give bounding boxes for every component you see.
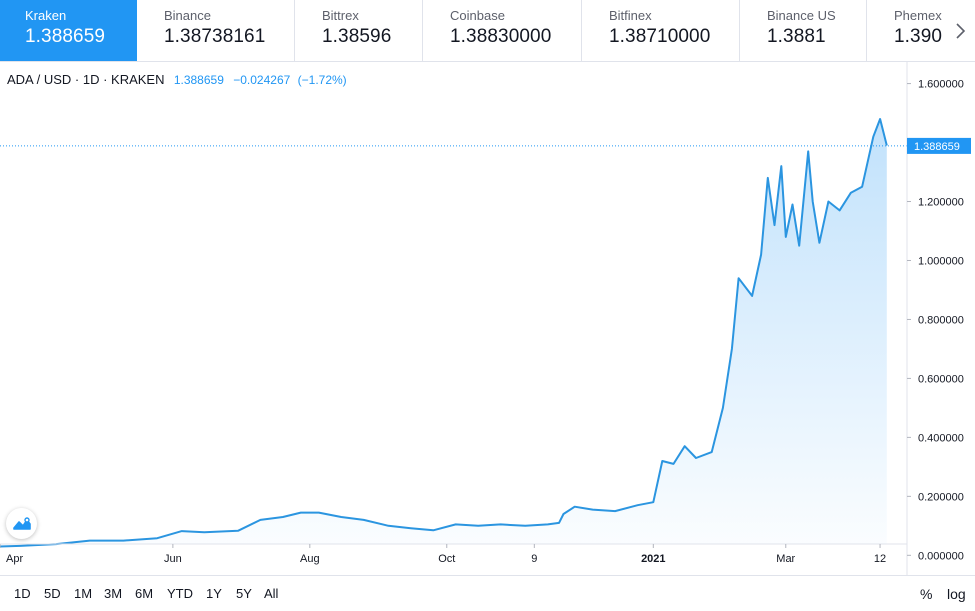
y-tick-label: 0.600000 [918, 373, 964, 385]
x-tick-label: Apr [6, 553, 23, 565]
exchange-price: 1.390 [894, 26, 943, 47]
x-tick-label: 12 [874, 553, 886, 565]
range-button-1d[interactable]: 1D [14, 586, 31, 601]
exchange-price: 1.38596 [322, 26, 392, 47]
y-tick-label: 0.200000 [918, 491, 964, 503]
range-button-all[interactable]: All [264, 586, 279, 601]
log-scale-button[interactable]: log [947, 586, 966, 602]
price-area-fill [0, 119, 887, 547]
y-tick-label: 1.200000 [918, 197, 964, 209]
x-tick-label: Aug [300, 553, 320, 565]
exchange-tab-bittrex[interactable]: Bittrex 1.38596 [295, 0, 423, 61]
symbol-title: ADA / USD · 1D · KRAKEN [7, 72, 165, 87]
exchange-price: 1.388659 [25, 26, 106, 47]
y-tick-label: 0.400000 [918, 432, 964, 444]
exchange-tab-coinbase[interactable]: Coinbase 1.38830000 [423, 0, 582, 61]
range-button-6m[interactable]: 6M [135, 586, 154, 601]
legend-change: −0.024267 [233, 73, 291, 87]
exchange-tab-binance[interactable]: Binance 1.38738161 [137, 0, 295, 61]
tabs-next-button[interactable] [945, 0, 975, 61]
last-price-badge-label: 1.388659 [914, 141, 960, 153]
exchange-name: Bitfinex [609, 8, 652, 23]
exchange-tab-bitfinex[interactable]: Bitfinex 1.38710000 [582, 0, 740, 61]
legend-change-percent: (−1.72%) [297, 73, 347, 87]
y-tick-label: 0.000000 [918, 550, 964, 562]
range-button-1y[interactable]: 1Y [206, 586, 222, 601]
y-tick-label: 1.600000 [918, 79, 964, 91]
x-tick-label: 9 [531, 553, 537, 565]
exchange-name: Coinbase [450, 8, 505, 23]
x-tick-label: 2021 [641, 553, 665, 565]
price-series-line [0, 118, 888, 548]
y-tick-label: 1.000000 [918, 255, 964, 267]
chevron-right-icon [956, 22, 966, 39]
legend-last-price: 1.388659 [173, 73, 224, 87]
range-button-3m[interactable]: 3M [104, 586, 123, 601]
y-tick-label: 0.800000 [918, 314, 964, 326]
exchange-tab-kraken[interactable]: Kraken 1.388659 [0, 0, 137, 61]
bottom-toolbar: 1D 5D 1M 3M 6M YTD 1Y 5Y All% log [0, 575, 975, 611]
exchange-price: 1.3881 [767, 26, 826, 47]
exchange-name: Phemex [894, 8, 942, 23]
exchange-tab-phemex[interactable]: Phemex 1.390 [867, 0, 975, 61]
range-button-ytd[interactable]: YTD [167, 586, 193, 601]
exchange-name: Binance US [767, 8, 836, 23]
last-price-badge [907, 137, 971, 154]
exchange-price: 1.38710000 [609, 26, 711, 47]
symbol-legend: ADA / USD · 1D · KRAKEN 1.388659 −0.0242… [7, 72, 347, 87]
x-tick-label: Mar [776, 553, 795, 565]
x-tick-label: Oct [438, 553, 455, 565]
exchange-tabs: Kraken 1.388659 Binance 1.38738161 Bittrex 1.… [0, 0, 975, 62]
range-button-1m[interactable]: 1M [74, 586, 93, 601]
tradingview-logo-icon[interactable] [6, 508, 37, 539]
exchange-price: 1.38738161 [164, 26, 266, 47]
exchange-price: 1.38830000 [450, 26, 552, 47]
percent-scale-button[interactable]: % [920, 586, 933, 602]
exchange-name: Binance [164, 8, 211, 23]
x-tick-label: Jun [164, 553, 182, 565]
range-button-5d[interactable]: 5D [44, 586, 61, 601]
price-chart[interactable]: 1.6000001.4000001.2000001.0000000.800000… [0, 62, 975, 575]
exchange-name: Bittrex [322, 8, 359, 23]
exchange-tab-binance-us[interactable]: Binance US 1.3881 [740, 0, 867, 61]
exchange-name: Kraken [25, 8, 67, 23]
range-button-5y[interactable]: 5Y [236, 586, 252, 601]
